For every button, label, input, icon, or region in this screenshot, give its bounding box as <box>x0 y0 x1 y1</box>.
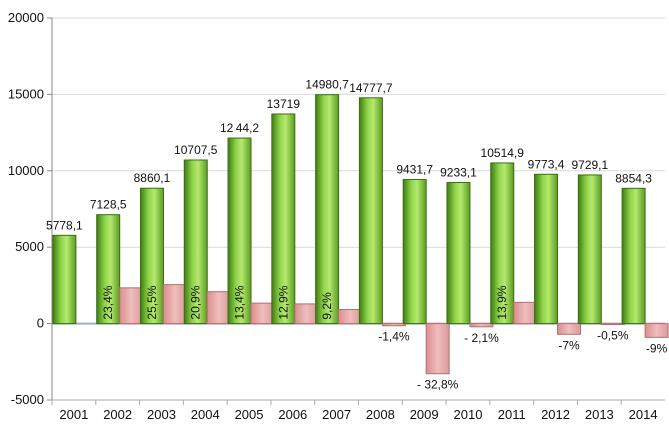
data-label-value: 13719 <box>267 97 301 111</box>
bar-value <box>183 159 208 325</box>
bar-value <box>446 182 471 325</box>
data-label-value: 8854,3 <box>615 171 652 185</box>
x-tick-label: 2008 <box>366 407 395 422</box>
bar-growth <box>513 301 538 325</box>
bar-value <box>402 178 427 325</box>
data-label-value: 9233,1 <box>440 166 477 180</box>
bar-value <box>139 187 164 325</box>
data-label-value: 14980,7 <box>305 78 349 92</box>
data-label-growth: -0,5% <box>597 328 629 342</box>
data-label-value: 10514,9 <box>481 146 525 160</box>
y-tick-label: -5000 <box>11 392 44 407</box>
bar-value <box>490 162 515 325</box>
data-label-value: 5778,1 <box>46 218 83 232</box>
bar-growth <box>338 309 363 325</box>
x-tick-label: 2013 <box>585 407 614 422</box>
data-label-growth: 9,2% <box>320 292 334 320</box>
bar-value <box>577 174 602 325</box>
x-tick-label: 2006 <box>278 407 307 422</box>
bar-value <box>271 113 296 325</box>
data-labels: 5778,1 7128,5 23,4% 8860,1 25,5% 10707,5 20,9%… <box>46 78 668 392</box>
bar-growth <box>294 303 319 325</box>
bar-value <box>315 94 340 325</box>
y-tick-label: 5000 <box>15 239 44 254</box>
bar-value <box>227 137 252 325</box>
data-label-value: 9431,7 <box>396 162 433 176</box>
x-tick-label: 2004 <box>191 407 220 422</box>
x-tick-label: 2005 <box>235 407 264 422</box>
data-label-growth: 13,4% <box>233 285 247 319</box>
bar-growth <box>469 323 494 328</box>
bar-growth <box>162 284 187 325</box>
x-tick-label: 2011 <box>498 407 526 422</box>
data-label-growth: - 2,1% <box>464 331 499 345</box>
data-label-growth: -9% <box>646 341 668 355</box>
bars <box>52 94 669 375</box>
bar-growth <box>119 287 144 325</box>
data-label-value: 9773,4 <box>528 157 565 171</box>
bar-growth <box>206 291 231 325</box>
data-label-value: 14777,7 <box>349 81 393 95</box>
x-tick-label: 2002 <box>103 407 132 422</box>
axes: -5000 0 5000 10000 15000 20000 2001 2002 2003 200… <box>8 10 665 422</box>
data-label-growth: 13,9% <box>495 285 509 319</box>
bar-value <box>52 234 77 325</box>
y-tick-label: 20000 <box>8 10 44 25</box>
y-tick-label: 0 <box>37 316 44 331</box>
x-tick-label: 2014 <box>629 407 658 422</box>
bar-value <box>358 97 383 325</box>
x-tick-label: 2009 <box>410 407 439 422</box>
bar-growth <box>250 302 275 325</box>
data-label-growth: -1,4% <box>378 330 410 344</box>
bar-value <box>534 173 559 325</box>
bar-value <box>96 214 121 325</box>
data-label-growth: - 32,8% <box>417 378 459 392</box>
data-label-growth: 12,9% <box>276 285 290 319</box>
bar-growth <box>425 323 450 375</box>
x-tick-label: 2001 <box>59 407 88 422</box>
x-tick-label: 2010 <box>454 407 483 422</box>
data-label-growth: 20,9% <box>189 285 203 319</box>
data-label-value: 9729,1 <box>571 158 608 172</box>
data-label-growth: 25,5% <box>145 285 159 319</box>
x-tick-label: 2012 <box>541 407 570 422</box>
data-label-value: 12 44,2 <box>220 121 259 135</box>
x-tick-label: 2003 <box>147 407 176 422</box>
y-tick-label: 10000 <box>8 163 44 178</box>
data-label-value: 8860,1 <box>134 171 171 185</box>
data-label-growth: 23,4% <box>101 285 115 319</box>
bar-growth <box>600 323 625 326</box>
data-label-value: 10707,5 <box>174 143 218 157</box>
bar-growth <box>557 323 582 335</box>
bar-value <box>621 187 646 325</box>
bar-growth <box>644 323 669 338</box>
data-label-value: 7128,5 <box>90 198 127 212</box>
x-tick-label: 2007 <box>322 407 351 422</box>
bar-growth <box>381 323 406 327</box>
data-label-growth: -7% <box>558 338 580 352</box>
y-tick-label: 15000 <box>8 86 44 101</box>
